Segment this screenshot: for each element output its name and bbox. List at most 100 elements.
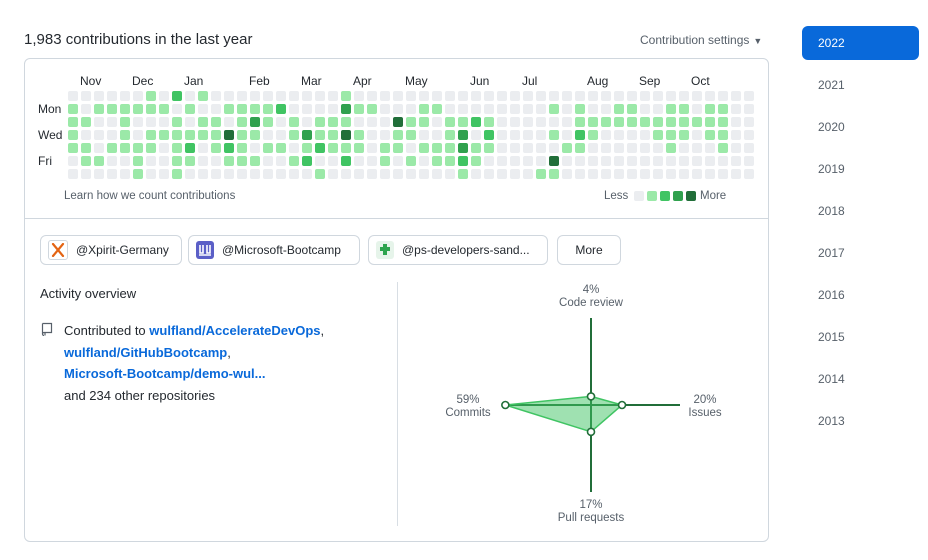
contribution-day[interactable]	[666, 104, 676, 114]
contribution-day[interactable]	[640, 91, 650, 101]
contribution-day[interactable]	[224, 143, 234, 153]
contribution-day[interactable]	[380, 156, 390, 166]
contribution-day[interactable]	[575, 156, 585, 166]
contribution-day[interactable]	[250, 117, 260, 127]
contribution-day[interactable]	[133, 156, 143, 166]
contribution-day[interactable]	[445, 104, 455, 114]
contribution-day[interactable]	[289, 130, 299, 140]
contribution-day[interactable]	[159, 143, 169, 153]
contribution-day[interactable]	[120, 130, 130, 140]
contribution-day[interactable]	[640, 169, 650, 179]
contribution-day[interactable]	[224, 169, 234, 179]
contribution-day[interactable]	[471, 143, 481, 153]
contribution-day[interactable]	[666, 169, 676, 179]
contribution-day[interactable]	[484, 117, 494, 127]
contribution-day[interactable]	[198, 143, 208, 153]
year-link[interactable]: 2021	[818, 78, 845, 92]
contribution-day[interactable]	[81, 130, 91, 140]
contribution-day[interactable]	[198, 156, 208, 166]
contribution-day[interactable]	[211, 169, 221, 179]
contribution-day[interactable]	[393, 91, 403, 101]
contribution-day[interactable]	[133, 169, 143, 179]
contribution-day[interactable]	[393, 143, 403, 153]
contribution-day[interactable]	[341, 143, 351, 153]
contribution-day[interactable]	[666, 117, 676, 127]
contribution-day[interactable]	[328, 130, 338, 140]
contribution-day[interactable]	[497, 169, 507, 179]
contribution-day[interactable]	[237, 130, 247, 140]
contribution-day[interactable]	[497, 104, 507, 114]
contribution-day[interactable]	[523, 104, 533, 114]
contribution-day[interactable]	[718, 169, 728, 179]
contribution-day[interactable]	[653, 104, 663, 114]
contribution-day[interactable]	[432, 156, 442, 166]
contribution-day[interactable]	[159, 169, 169, 179]
contribution-day[interactable]	[679, 156, 689, 166]
contribution-day[interactable]	[289, 104, 299, 114]
contribution-day[interactable]	[705, 91, 715, 101]
contribution-day[interactable]	[575, 169, 585, 179]
contribution-day[interactable]	[484, 130, 494, 140]
contribution-day[interactable]	[224, 156, 234, 166]
contribution-day[interactable]	[302, 91, 312, 101]
contribution-day[interactable]	[159, 117, 169, 127]
contribution-day[interactable]	[328, 169, 338, 179]
contribution-day[interactable]	[354, 130, 364, 140]
contribution-day[interactable]	[68, 156, 78, 166]
contribution-day[interactable]	[718, 143, 728, 153]
contribution-day[interactable]	[614, 169, 624, 179]
contribution-day[interactable]	[263, 91, 273, 101]
contribution-day[interactable]	[497, 143, 507, 153]
year-link[interactable]: 2015	[818, 330, 845, 344]
contribution-day[interactable]	[380, 143, 390, 153]
contribution-day[interactable]	[471, 117, 481, 127]
contribution-day[interactable]	[224, 117, 234, 127]
contribution-day[interactable]	[198, 130, 208, 140]
contribution-day[interactable]	[211, 130, 221, 140]
contribution-day[interactable]	[81, 104, 91, 114]
contribution-day[interactable]	[432, 143, 442, 153]
contribution-day[interactable]	[601, 156, 611, 166]
contribution-day[interactable]	[81, 143, 91, 153]
contribution-day[interactable]	[315, 169, 325, 179]
contribution-day[interactable]	[705, 156, 715, 166]
contribution-day[interactable]	[692, 143, 702, 153]
contribution-day[interactable]	[419, 143, 429, 153]
contribution-day[interactable]	[471, 91, 481, 101]
repo-link[interactable]: Microsoft-Bootcamp/demo-wul...	[64, 366, 266, 381]
contribution-day[interactable]	[263, 143, 273, 153]
contribution-day[interactable]	[419, 104, 429, 114]
contribution-day[interactable]	[666, 130, 676, 140]
contribution-day[interactable]	[731, 117, 741, 127]
contribution-day[interactable]	[627, 156, 637, 166]
contribution-day[interactable]	[328, 156, 338, 166]
contribution-day[interactable]	[302, 143, 312, 153]
contribution-day[interactable]	[263, 156, 273, 166]
contribution-day[interactable]	[172, 156, 182, 166]
contribution-day[interactable]	[250, 156, 260, 166]
contribution-day[interactable]	[94, 169, 104, 179]
contribution-day[interactable]	[211, 104, 221, 114]
contribution-day[interactable]	[445, 156, 455, 166]
contribution-day[interactable]	[549, 104, 559, 114]
contribution-day[interactable]	[406, 91, 416, 101]
contribution-day[interactable]	[718, 117, 728, 127]
contribution-day[interactable]	[653, 156, 663, 166]
contribution-day[interactable]	[653, 91, 663, 101]
contribution-day[interactable]	[367, 104, 377, 114]
contribution-day[interactable]	[211, 156, 221, 166]
contribution-day[interactable]	[575, 104, 585, 114]
contribution-day[interactable]	[458, 143, 468, 153]
contribution-day[interactable]	[393, 130, 403, 140]
contribution-day[interactable]	[601, 169, 611, 179]
year-link[interactable]: 2017	[818, 246, 845, 260]
contribution-day[interactable]	[185, 104, 195, 114]
contribution-day[interactable]	[445, 117, 455, 127]
year-link[interactable]: 2016	[818, 288, 845, 302]
contribution-day[interactable]	[523, 117, 533, 127]
year-link[interactable]: 2019	[818, 162, 845, 176]
contribution-day[interactable]	[354, 169, 364, 179]
contribution-day[interactable]	[68, 91, 78, 101]
contribution-day[interactable]	[159, 130, 169, 140]
contribution-day[interactable]	[549, 143, 559, 153]
